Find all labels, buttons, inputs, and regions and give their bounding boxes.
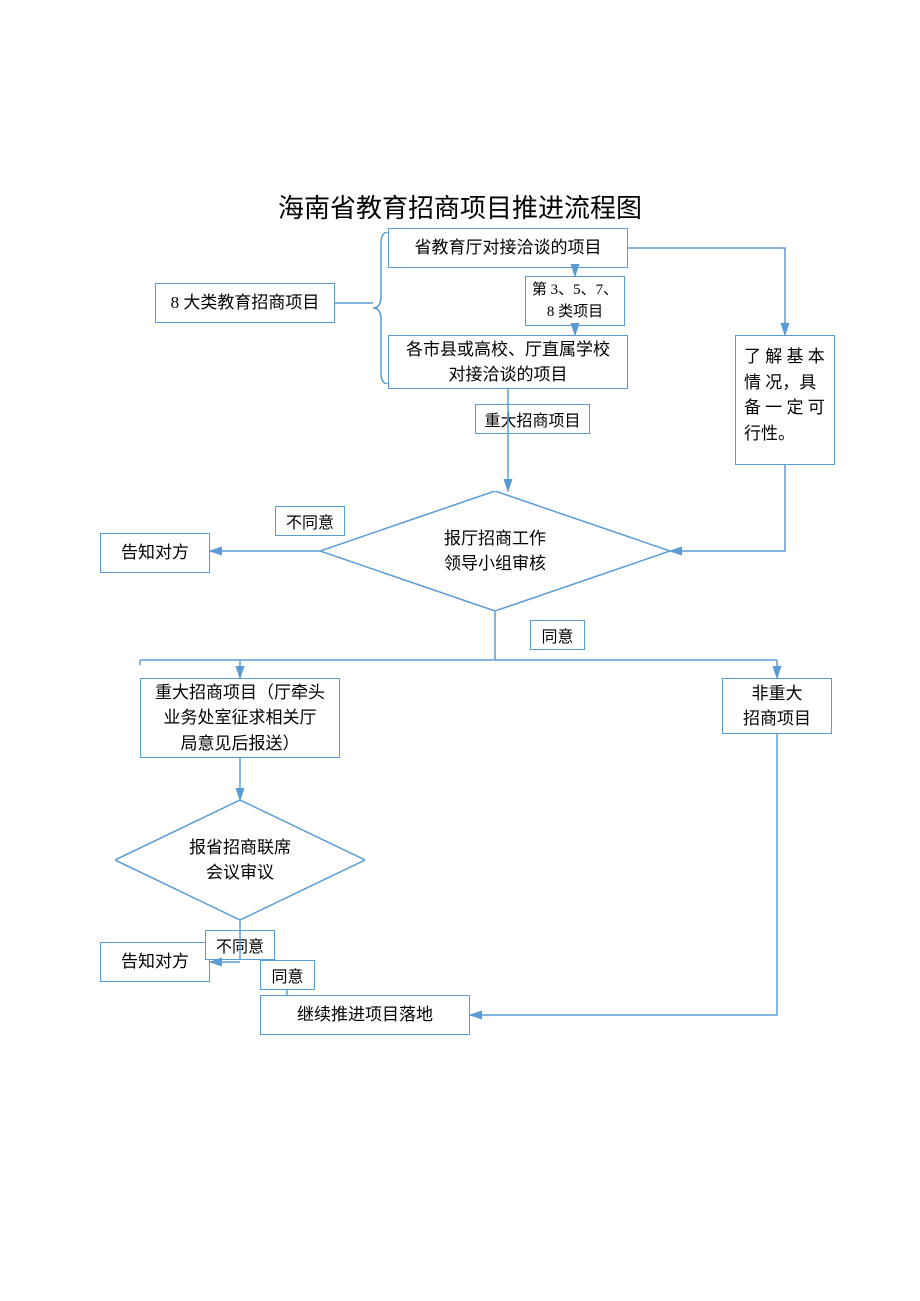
diamond-review1: 报厅招商工作 领导小组审核 [320, 491, 670, 611]
node-majorbox-text: 重大招商项目（厅牵头 业务处室征求相关厅 局意见后报送） [155, 680, 325, 757]
diamond-review1-text: 报厅招商工作 领导小组审核 [444, 526, 546, 577]
node-notify2: 告知对方 [100, 942, 210, 982]
label-agree2-text: 同意 [271, 963, 303, 987]
label-disagree2-text: 不同意 [216, 933, 264, 957]
diamond-review2-text: 报省招商联席 会议审议 [189, 835, 291, 886]
node-notify2-text: 告知对方 [121, 949, 189, 975]
node-localschool-text: 各市县或高校、厅直属学校 对接洽谈的项目 [406, 337, 610, 388]
label-disagree1-text: 不同意 [286, 509, 334, 533]
node-sub357-text: 第 3、5、7、 8 类项目 [532, 279, 618, 324]
node-categories: 8 大类教育招商项目 [155, 283, 335, 323]
node-province: 省教育厅对接洽谈的项目 [388, 228, 628, 268]
label-disagree2: 不同意 [205, 930, 275, 960]
node-localschool: 各市县或高校、厅直属学校 对接洽谈的项目 [388, 335, 628, 389]
label-agree2: 同意 [260, 960, 315, 990]
label-agree1: 同意 [530, 620, 585, 650]
flowchart-title: 海南省教育招商项目推进流程图 [0, 188, 920, 225]
node-province-text: 省教育厅对接洽谈的项目 [415, 235, 602, 261]
node-info-text: 了 解 基 本 情 况，具 备 一 定 可 行性。 [744, 344, 825, 446]
node-nonmajor-text: 非重大 招商项目 [743, 681, 811, 732]
label-major-text: 重大招商项目 [484, 407, 580, 431]
label-major: 重大招商项目 [475, 404, 590, 434]
label-agree1-text: 同意 [541, 623, 573, 647]
node-notify1-text: 告知对方 [121, 540, 189, 566]
brace-icon [373, 232, 388, 384]
node-continue: 继续推进项目落地 [260, 995, 470, 1035]
node-categories-text: 8 大类教育招商项目 [171, 290, 320, 316]
node-majorbox: 重大招商项目（厅牵头 业务处室征求相关厅 局意见后报送） [140, 678, 340, 758]
node-sub357: 第 3、5、7、 8 类项目 [525, 276, 625, 326]
node-continue-text: 继续推进项目落地 [297, 1002, 433, 1028]
node-nonmajor: 非重大 招商项目 [722, 678, 832, 734]
node-info: 了 解 基 本 情 况，具 备 一 定 可 行性。 [735, 335, 835, 465]
diamond-review2: 报省招商联席 会议审议 [115, 800, 365, 920]
label-disagree1: 不同意 [275, 506, 345, 536]
node-notify1: 告知对方 [100, 533, 210, 573]
